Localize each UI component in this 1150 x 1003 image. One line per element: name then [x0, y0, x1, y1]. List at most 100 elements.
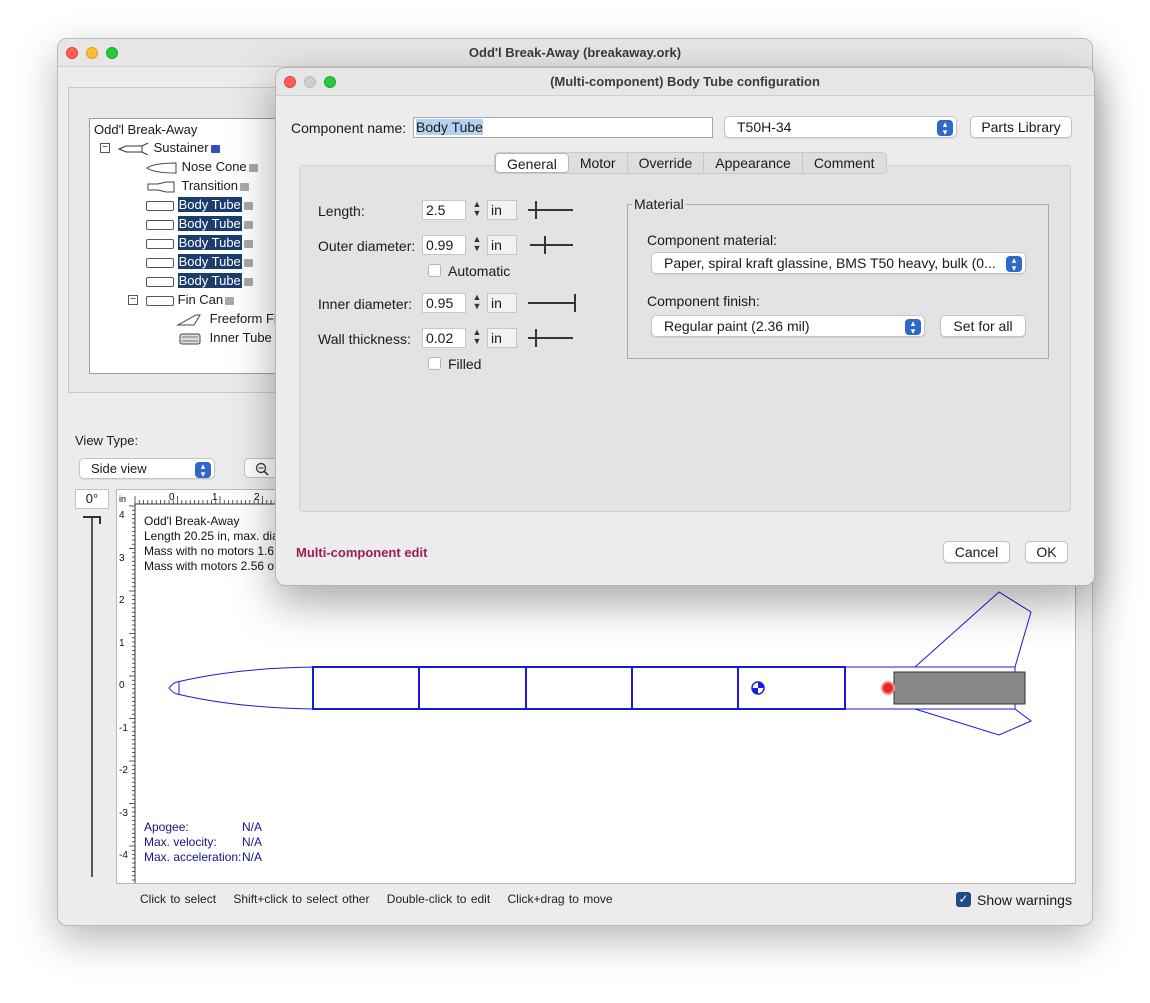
apogee-label: Apogee:	[144, 820, 189, 834]
ruler-y-tick-label: 2	[119, 595, 125, 606]
parts-library-button[interactable]: Parts Library	[970, 116, 1072, 138]
length-input[interactable]: 2.5	[422, 200, 466, 220]
tree-item-inner-tube[interactable]: Inner Tube	[174, 329, 272, 346]
wall-thickness-slider-knob[interactable]	[535, 329, 537, 347]
length-unit-select[interactable]: in	[487, 200, 517, 220]
component-material-select[interactable]: Paper, spiral kraft glassine, BMS T50 he…	[651, 252, 1026, 274]
transition-icon	[147, 181, 175, 193]
tree-item-body-tube-1[interactable]: Body Tube	[146, 196, 253, 213]
ruler-x-tick-label: 0	[169, 492, 175, 503]
wall-thickness-slider[interactable]	[528, 337, 573, 339]
tab-override[interactable]: Override	[628, 153, 705, 173]
automatic-checkbox[interactable]	[428, 264, 441, 277]
zoom-window-button[interactable]	[106, 47, 118, 59]
tree-item-body-tube-5[interactable]: Body Tube	[146, 272, 253, 289]
tree-item-label: Sustainer	[153, 140, 209, 155]
rotation-slider-track[interactable]	[91, 517, 93, 877]
tree-item-label: Inner Tube	[209, 330, 272, 345]
preset-select[interactable]: T50H-34 ▴ ▾	[724, 116, 957, 138]
minimize-window-button[interactable]	[86, 47, 98, 59]
tree-item-body-tube-2[interactable]: Body Tube	[146, 215, 253, 232]
collapse-sustainer-toggle[interactable]: −	[100, 143, 110, 153]
outer-diameter-slider-knob[interactable]	[544, 236, 546, 254]
ok-button[interactable]: OK	[1025, 541, 1068, 563]
inner-diameter-input[interactable]: 0.95	[422, 293, 466, 313]
tree-root-label: Odd'l Break-Away	[94, 122, 198, 137]
tree-root[interactable]: Odd'l Break-Away	[94, 121, 197, 138]
filled-checkbox[interactable]	[428, 357, 441, 370]
component-name-label: Component name:	[291, 120, 407, 136]
outer-diameter-stepper[interactable]: ▲ ▼	[472, 234, 482, 253]
inner-diameter-stepper[interactable]: ▲ ▼	[472, 292, 482, 311]
tree-item-sustainer[interactable]: Sustainer	[117, 139, 220, 156]
wall-thickness-input[interactable]: 0.02	[422, 328, 466, 348]
rotation-angle-field[interactable]: 0°	[75, 489, 109, 509]
component-tree[interactable]: Odd'l Break-Away − Sustainer Nose Cone	[89, 118, 289, 374]
outer-diameter-input[interactable]: 0.99	[422, 235, 466, 255]
length-stepper[interactable]: ▲ ▼	[472, 199, 482, 218]
outer-diameter-label: Outer diameter:	[318, 238, 416, 254]
body-tubes-shape	[312, 666, 846, 710]
filled-label: Filled	[448, 356, 482, 372]
tree-item-label: Transition	[181, 178, 238, 193]
ruler-x-tick-label: 1	[212, 492, 218, 503]
collapse-fin-can-toggle[interactable]: −	[128, 295, 138, 305]
view-type-select[interactable]: Side view ▴ ▾	[79, 458, 215, 479]
component-name-input[interactable]: Body Tube	[413, 117, 713, 138]
outer-diameter-slider[interactable]	[530, 244, 573, 246]
inner-diameter-slider[interactable]	[528, 302, 576, 304]
status-bar: Click to select Shift+click to select ot…	[140, 892, 626, 906]
ruler-ticks-y	[129, 505, 135, 881]
length-slider[interactable]	[528, 209, 573, 211]
main-window-title: Odd'l Break-Away (breakaway.ork)	[468, 45, 682, 60]
dialog-zoom-button[interactable]	[324, 76, 336, 88]
rotation-slider-knob[interactable]	[83, 516, 101, 524]
cancel-button[interactable]: Cancel	[943, 541, 1010, 563]
automatic-label: Automatic	[448, 263, 511, 279]
tree-item-freeform-fin[interactable]: Freeform Fin	[174, 310, 284, 327]
tree-item-nose-cone[interactable]: Nose Cone	[146, 158, 258, 175]
inner-diameter-slider-knob[interactable]	[574, 294, 576, 312]
tab-motor[interactable]: Motor	[569, 153, 628, 173]
tree-item-fin-can[interactable]: Fin Can	[146, 291, 235, 308]
preset-value: T50H-34	[737, 119, 792, 135]
component-finish-select[interactable]: Regular paint (2.36 mil) ▴ ▾	[651, 315, 925, 337]
rocket-outline	[168, 591, 1032, 736]
freeform-fin-icon	[176, 314, 201, 326]
outer-diameter-unit-select[interactable]: in	[487, 235, 517, 255]
tree-item-label: Body Tube	[177, 254, 242, 269]
body-tube-icon	[146, 257, 174, 268]
tab-comment[interactable]: Comment	[813, 155, 875, 171]
close-window-button[interactable]	[66, 47, 78, 59]
length-slider-knob[interactable]	[535, 201, 537, 219]
length-label: Length:	[318, 203, 365, 219]
component-finish-label: Component finish:	[647, 293, 760, 309]
zoom-out-button[interactable]	[244, 458, 280, 478]
inner-diameter-unit-select[interactable]: in	[487, 293, 517, 313]
tree-item-body-tube-3[interactable]: Body Tube	[146, 234, 253, 251]
lock-icon	[248, 163, 258, 172]
view-type-value: Side view	[91, 461, 147, 476]
inner-tube-icon	[179, 333, 201, 345]
set-for-all-button[interactable]: Set for all	[940, 315, 1026, 337]
ruler-y-tick-label: 0	[119, 680, 125, 691]
rocket-mass-no-motors: Mass with no motors 1.6	[144, 544, 275, 558]
fin-bottom-shape	[914, 708, 1032, 736]
lock-icon	[210, 144, 220, 153]
fin-top-shape	[914, 591, 1032, 668]
chevron-updown-icon: ▴ ▾	[195, 462, 211, 479]
tree-item-transition[interactable]: Transition	[146, 177, 249, 194]
body-tube-icon	[146, 219, 174, 230]
material-group	[627, 204, 1049, 359]
ruler-y-tick-label: -4	[119, 850, 128, 861]
rocket-length: Length 20.25 in, max. dia	[144, 529, 279, 543]
tab-appearance[interactable]: Appearance	[704, 153, 803, 173]
wall-thickness-unit-select[interactable]: in	[487, 328, 517, 348]
wall-thickness-stepper[interactable]: ▲ ▼	[472, 327, 482, 346]
tree-item-body-tube-4[interactable]: Body Tube	[146, 253, 253, 270]
dialog-close-button[interactable]	[284, 76, 296, 88]
tab-general[interactable]: General	[495, 153, 569, 173]
show-warnings-checkbox[interactable]: ✓	[956, 892, 971, 907]
tree-item-label: Freeform Fin	[209, 311, 285, 326]
body-tube-icon	[146, 200, 174, 211]
